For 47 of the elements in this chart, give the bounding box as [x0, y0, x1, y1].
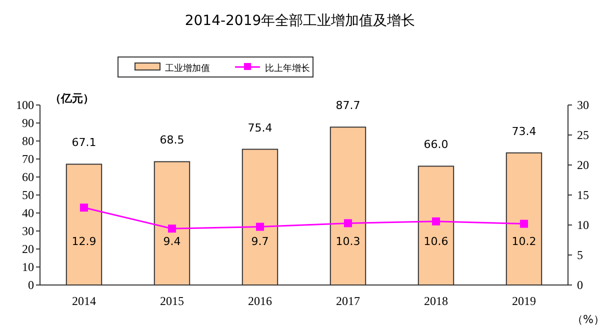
y2-tick-label: 15 [577, 188, 589, 202]
y2-tick-label: 10 [577, 218, 589, 232]
x-tick-label: 2017 [336, 294, 360, 308]
x-tick-label: 2018 [424, 294, 448, 308]
y-tick-label: 0 [28, 278, 34, 292]
data-label: 9.4 [163, 235, 181, 248]
y2-axis-title: （%） [572, 313, 600, 326]
legend-label: 比上年增长 [265, 63, 310, 74]
x-tick-label: 2016 [248, 294, 272, 308]
y-tick-label: 100 [16, 98, 34, 112]
data-label: 12.9 [72, 235, 96, 248]
data-label: 68.5 [160, 134, 184, 147]
point [256, 222, 264, 231]
y-tick-label: 90 [22, 116, 34, 130]
y-tick-label: 30 [22, 224, 34, 238]
data-label: 75.4 [248, 121, 272, 134]
y-tick-label: 80 [22, 134, 34, 148]
legend-label: 工业增加值 [165, 63, 210, 74]
data-label: 66.0 [424, 138, 448, 152]
x-tick-label: 2019 [512, 294, 536, 308]
y-tick-label: 10 [22, 260, 34, 274]
data-label: 73.4 [512, 124, 536, 138]
y-tick-label: 20 [22, 242, 34, 256]
y2-tick-label: 20 [577, 158, 589, 172]
data-label: 9.7 [251, 235, 269, 248]
chart-title: 2014-2019年全部工业增加值及增长 [184, 13, 416, 29]
point [344, 219, 352, 228]
point [520, 220, 528, 228]
y-axis-title: （亿元） [50, 92, 94, 105]
point [168, 224, 176, 233]
y2-tick-label: 5 [577, 248, 583, 262]
y-tick-label: 40 [22, 206, 34, 220]
data-label: 10.2 [512, 235, 536, 248]
data-label: 87.7 [336, 99, 360, 112]
y-tick-label: 50 [22, 188, 34, 202]
y2-tick-label: 0 [577, 278, 583, 292]
y2-tick-label: 25 [577, 128, 589, 142]
data-label: 10.3 [336, 235, 360, 248]
x-tick-label: 2014 [72, 294, 96, 308]
data-label: 67.1 [72, 136, 96, 150]
y-tick-label: 70 [22, 152, 34, 166]
point [80, 204, 88, 212]
y-tick-label: 60 [22, 170, 34, 184]
y2-tick-label: 30 [577, 98, 589, 112]
data-label: 10.6 [424, 235, 448, 248]
x-tick-label: 2015 [160, 294, 184, 308]
point [432, 217, 440, 226]
